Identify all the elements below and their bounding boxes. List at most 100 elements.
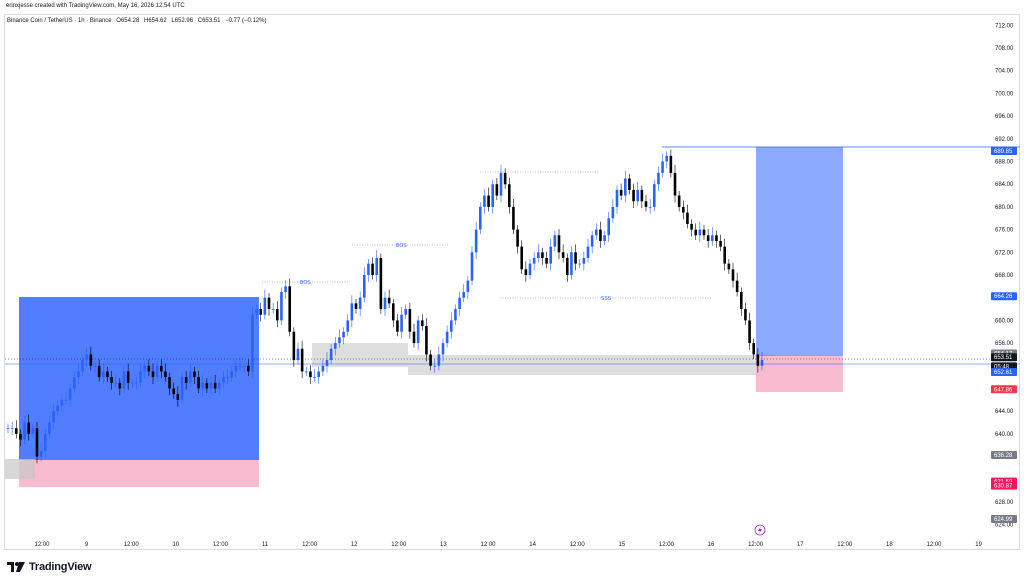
price-tick-label: 628.00 <box>995 500 1014 506</box>
candle-body <box>449 320 453 332</box>
candle-body <box>151 371 155 378</box>
candle-body <box>375 257 379 275</box>
demand-zone-1[interactable] <box>5 459 35 479</box>
time-tick-label: 12:00 <box>926 542 942 548</box>
price-tick-label: 640.00 <box>995 432 1014 438</box>
candle-body <box>354 303 358 310</box>
candle-body <box>541 252 544 258</box>
price-tag-box <box>991 385 1017 394</box>
candle-body <box>391 303 395 321</box>
symbol-name[interactable]: Binance Coin / TetherUS · 1h · Binance <box>7 18 112 24</box>
price-tick-label: 672.00 <box>995 250 1014 256</box>
candle-body <box>454 309 457 321</box>
long-position-stop-zone-1[interactable] <box>19 460 259 487</box>
candle-body <box>619 189 623 196</box>
time-tick-label: 12:00 <box>213 542 229 548</box>
candle-body <box>735 280 739 293</box>
candle-body <box>68 388 72 400</box>
candle-body <box>56 405 60 412</box>
candle-body <box>611 206 615 219</box>
candle-body <box>408 309 412 332</box>
candle-body <box>404 309 408 315</box>
candle-body <box>259 309 263 315</box>
candle-body <box>27 422 31 434</box>
time-tick-label: 17 <box>797 542 804 548</box>
bos-label-2: BOS <box>396 243 407 249</box>
candle-body <box>648 206 652 208</box>
time-axis[interactable]: 12:00 9 12:00 10 12:00 11 12:00 12 12:00 13 12:00 1… <box>34 542 982 548</box>
candle-body <box>143 365 147 372</box>
candle-body <box>673 172 677 196</box>
tradingview-footer[interactable]: TradingView <box>7 559 92 575</box>
demand-zone-3[interactable] <box>408 355 776 375</box>
candle-body <box>636 189 640 202</box>
candle-body <box>710 235 714 241</box>
time-tick-label: 19 <box>975 542 982 548</box>
time-tick-label: 18 <box>886 542 893 548</box>
price-axis[interactable]: 712.00 708.00 704.00 700.00 696.00 692.00 688.… <box>995 23 1014 528</box>
candle-body <box>304 371 308 373</box>
candle-body <box>77 371 80 378</box>
candle-body <box>532 257 536 264</box>
candle-body <box>756 354 760 366</box>
candle-body <box>416 320 420 344</box>
price-tick-label: 624.00 <box>995 523 1014 529</box>
candle-body <box>731 269 735 281</box>
candle-body <box>495 184 499 196</box>
price-tick-label: 676.00 <box>995 228 1014 234</box>
candle-body <box>441 343 445 355</box>
candle-body <box>139 371 142 383</box>
candle-body <box>524 269 528 275</box>
candle-body <box>284 286 287 293</box>
price-tick-label: 668.00 <box>995 273 1014 279</box>
candle-body <box>81 360 84 372</box>
candle-body <box>176 394 180 400</box>
lightning-icon[interactable] <box>754 524 766 536</box>
price-tag-label: 652.61 <box>994 370 1013 376</box>
price-tag-box <box>991 353 1017 362</box>
price-tag-label: 689.85 <box>994 149 1013 155</box>
price-tick-label: 696.00 <box>995 114 1014 120</box>
time-tick-label: 12 <box>351 542 358 548</box>
time-tick-label: 12:00 <box>837 542 853 548</box>
candle-body <box>64 399 68 401</box>
candle-body <box>333 343 337 349</box>
creator-caption: erinxjesse created with TradingView.com,… <box>6 3 185 9</box>
price-tick-label: 644.00 <box>995 409 1014 415</box>
candle-body <box>429 354 432 366</box>
candle-body <box>474 229 478 253</box>
candle-body <box>292 331 296 361</box>
candle-body <box>338 337 341 344</box>
candle-body <box>632 189 635 202</box>
time-tick-label: 12:00 <box>659 542 675 548</box>
candle-body <box>342 331 345 338</box>
candle-body <box>329 348 333 361</box>
candle-body <box>14 428 18 434</box>
candle-body <box>371 263 374 275</box>
price-tick-label: 680.00 <box>995 205 1014 211</box>
price-tag-label: 636.28 <box>994 453 1013 459</box>
candle-body <box>686 212 689 224</box>
candle-body <box>164 371 167 378</box>
candle-body <box>623 178 627 196</box>
candle-body <box>230 371 234 378</box>
ohlc-low: L652.96 <box>171 18 194 24</box>
candle-body <box>491 184 495 207</box>
candle-body <box>271 309 275 310</box>
long-position-profit-zone-2[interactable] <box>756 147 843 356</box>
symbol-legend: Binance Coin / TetherUS · 1h · Binance O… <box>7 18 269 24</box>
ohlc-close: C653.51 <box>197 18 221 24</box>
candle-body <box>188 371 192 383</box>
candle-body <box>172 388 176 395</box>
candle-body <box>184 377 188 383</box>
candle-body <box>400 314 403 332</box>
candle-body <box>586 246 590 258</box>
candle-body <box>242 365 246 367</box>
price-tag-box <box>991 450 1017 459</box>
candle-body <box>565 257 569 275</box>
time-tick-label: 12:00 <box>124 542 140 548</box>
long-position-stop-zone-2[interactable] <box>756 356 843 392</box>
candle-body <box>594 229 598 236</box>
time-tick-label: 16 <box>708 542 715 548</box>
